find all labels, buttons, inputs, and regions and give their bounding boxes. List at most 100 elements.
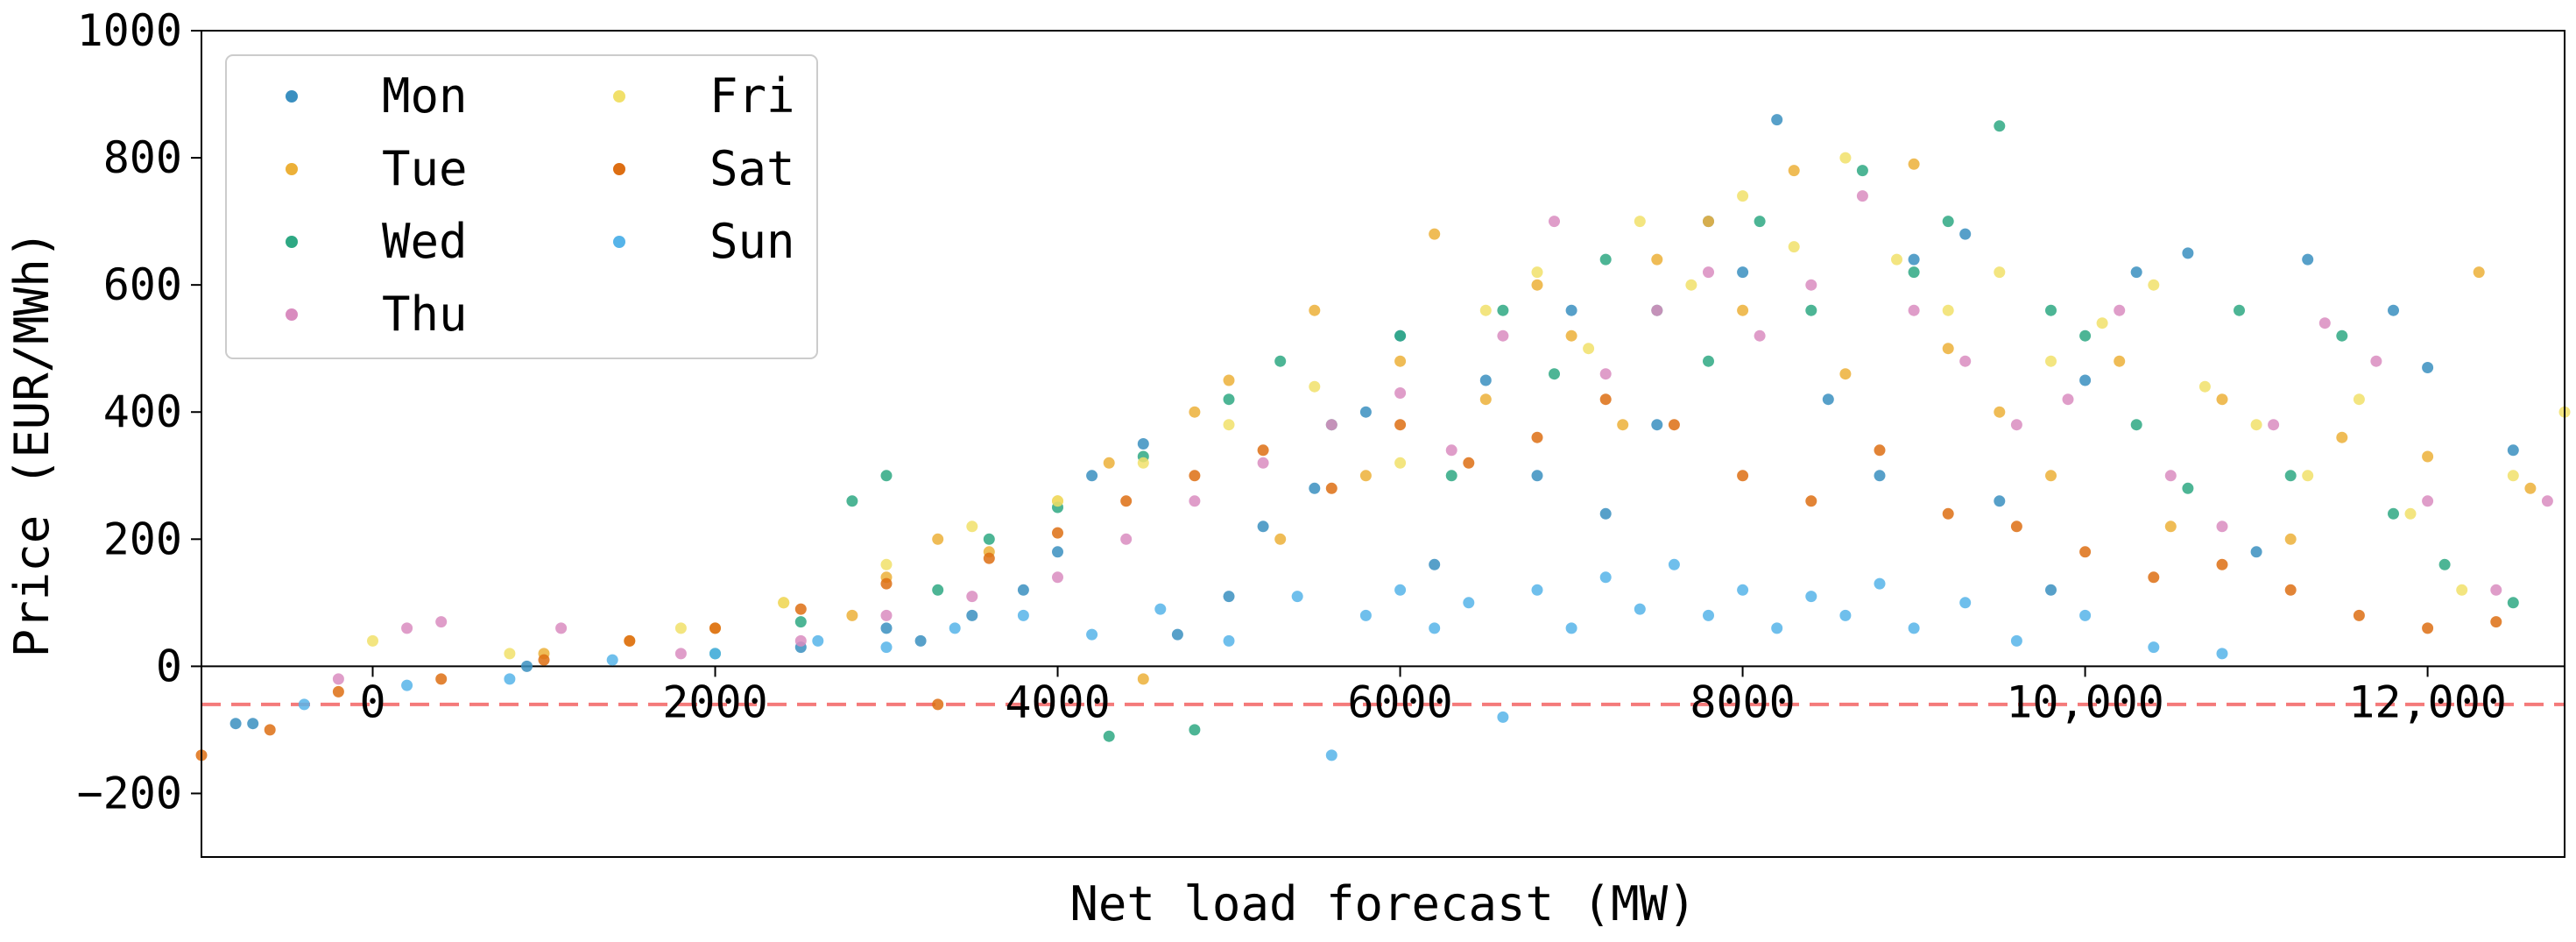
- y-tick-label-6: 1000: [77, 5, 182, 56]
- point-sun-28: [1839, 609, 1852, 621]
- point-thu-2: [435, 616, 448, 628]
- point-mon-33: [2130, 266, 2142, 279]
- point-tue-22: [1651, 253, 1663, 266]
- point-sun-22: [1634, 603, 1646, 615]
- legend-marker-sat: [613, 163, 625, 175]
- legend-marker-tue: [286, 163, 298, 175]
- point-thu-0: [332, 673, 344, 685]
- point-wed-1: [794, 616, 807, 628]
- x-tick-label-2: 4000: [1005, 676, 1110, 727]
- point-sat-10: [983, 552, 995, 564]
- point-thu-34: [2490, 584, 2502, 596]
- point-sat-30: [2353, 609, 2365, 621]
- point-sat-22: [1805, 495, 1817, 507]
- point-fri-21: [1994, 266, 2006, 279]
- point-tue-14: [1309, 304, 1321, 316]
- x-tick-label-1: 2000: [662, 676, 767, 727]
- legend-marker-wed: [286, 236, 298, 248]
- point-thu-29: [2216, 521, 2228, 533]
- y-axis-label: Price (EUR/MWh): [4, 230, 60, 658]
- point-mon-11: [1171, 628, 1183, 641]
- point-fri-19: [1891, 253, 1902, 266]
- point-sun-7: [949, 622, 961, 634]
- point-sat-5: [624, 634, 636, 647]
- point-fri-1: [504, 648, 516, 660]
- legend-item-mon: Mon: [286, 68, 468, 124]
- point-sun-31: [1959, 597, 1972, 609]
- y-tick-label-5: 800: [103, 132, 182, 183]
- point-fri-4: [880, 558, 893, 570]
- point-mon-4: [880, 622, 893, 634]
- point-thu-10: [1189, 495, 1201, 507]
- y-tick-label-1: 0: [156, 641, 182, 691]
- legend-item-fri: Fri: [613, 68, 795, 124]
- point-sun-3: [606, 654, 618, 666]
- point-sat-3: [435, 673, 448, 685]
- point-sat-19: [1599, 393, 1612, 406]
- point-tue-16: [1394, 355, 1407, 367]
- point-sun-4: [709, 648, 721, 660]
- point-wed-27: [2079, 329, 2092, 342]
- series-sun: [298, 558, 2228, 761]
- point-tue-21: [1617, 419, 1629, 431]
- point-mon-39: [2507, 444, 2519, 457]
- point-tue-4: [846, 609, 858, 621]
- point-thu-15: [1497, 329, 1509, 342]
- point-tue-38: [2524, 482, 2537, 494]
- point-thu-32: [2370, 355, 2382, 367]
- point-mon-31: [2045, 584, 2057, 596]
- legend-marker-fri: [613, 90, 625, 103]
- point-thu-33: [2422, 495, 2434, 507]
- point-fri-30: [2456, 584, 2468, 596]
- axes-frame: [201, 30, 2565, 858]
- point-sat-23: [1874, 444, 1886, 457]
- point-tue-13: [1274, 533, 1287, 545]
- point-thu-31: [2318, 317, 2331, 329]
- point-tue-18: [1479, 393, 1492, 406]
- point-wed-22: [1856, 165, 1868, 177]
- point-wed-14: [1445, 470, 1457, 482]
- point-fri-2: [674, 622, 687, 634]
- point-mon-29: [1959, 228, 1972, 240]
- point-tue-28: [1942, 343, 1954, 355]
- point-mon-13: [1257, 521, 1269, 533]
- point-thu-1: [401, 622, 413, 634]
- point-wed-29: [2182, 482, 2194, 494]
- point-thu-6: [880, 609, 893, 621]
- point-sun-5: [812, 634, 824, 647]
- point-sat-7: [794, 603, 807, 615]
- point-mon-27: [1874, 470, 1886, 482]
- point-sun-23: [1668, 558, 1680, 570]
- point-thu-21: [1805, 279, 1817, 291]
- point-tue-32: [2164, 521, 2177, 533]
- point-mon-20: [1565, 304, 1577, 316]
- point-sun-10: [1154, 603, 1167, 615]
- point-sun-25: [1737, 584, 1749, 596]
- point-thu-23: [1908, 304, 1920, 316]
- point-tue-19: [1531, 279, 1543, 291]
- point-mon-32: [2079, 374, 2092, 386]
- point-thu-30: [2268, 419, 2280, 431]
- point-mon-36: [2302, 253, 2314, 266]
- x-tick-label-0: 0: [359, 676, 385, 727]
- point-wed-15: [1497, 304, 1509, 316]
- point-mon-24: [1737, 266, 1749, 279]
- point-sun-18: [1497, 711, 1509, 723]
- point-sun-35: [2216, 648, 2228, 660]
- point-thu-24: [1959, 355, 1972, 367]
- x-tick-label-3: 6000: [1347, 676, 1452, 727]
- point-wed-10: [1223, 393, 1235, 406]
- point-fri-6: [1052, 495, 1063, 507]
- point-mon-1: [229, 718, 242, 730]
- point-wed-35: [2507, 597, 2519, 609]
- point-mon-28: [1908, 253, 1920, 266]
- point-mon-19: [1531, 470, 1543, 482]
- point-wed-32: [2336, 329, 2348, 342]
- point-fri-29: [2404, 507, 2417, 520]
- point-sat-14: [1257, 444, 1269, 457]
- y-axis-ticks: −200 0 200 400 600 800 1000: [77, 5, 201, 818]
- point-sun-17: [1463, 597, 1475, 609]
- point-fri-24: [2148, 279, 2160, 291]
- point-mon-8: [1052, 546, 1063, 558]
- point-sun-13: [1325, 749, 1337, 761]
